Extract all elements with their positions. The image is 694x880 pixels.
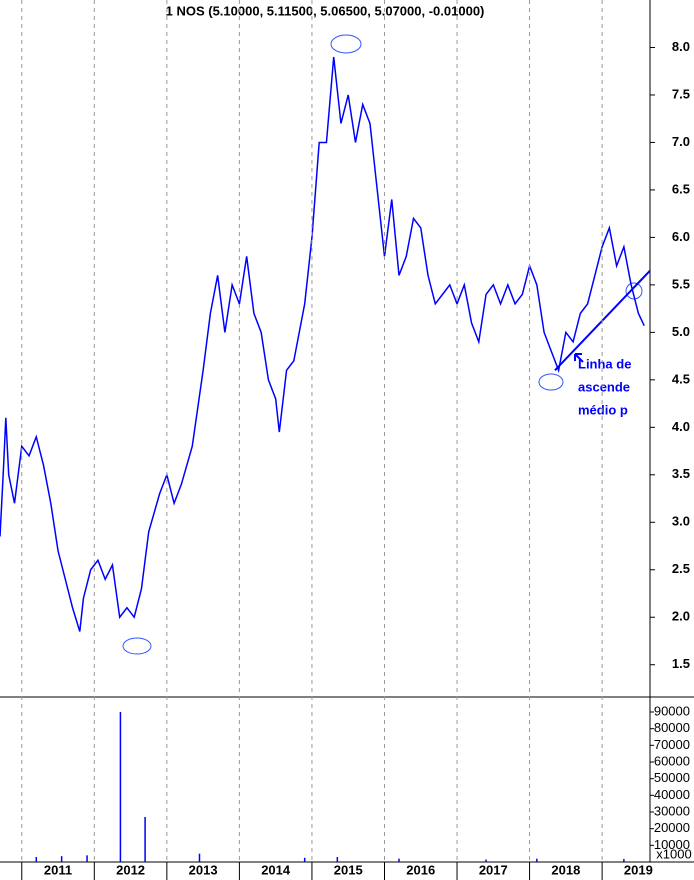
- x-tick-label: 2014: [261, 862, 291, 877]
- volume-bar: [485, 859, 487, 862]
- y-tick-label: 20000: [654, 820, 690, 835]
- bull-icon: [122, 637, 152, 655]
- y-tick-label: 3.5: [672, 466, 690, 481]
- volume-bar: [398, 858, 400, 862]
- y-tick-label: 90000: [654, 703, 690, 718]
- annotation: ascende: [578, 379, 630, 394]
- y-tick-label: 8.0: [672, 39, 690, 54]
- y-tick-label: 60000: [654, 753, 690, 768]
- y-tick-label: 7.5: [672, 86, 690, 101]
- price-line: [0, 56, 645, 632]
- y-tick-label: 7.0: [672, 134, 690, 149]
- y-tick-label: 6.5: [672, 181, 690, 196]
- x-tick-label: 2015: [334, 862, 363, 877]
- y-tick-label: 5.0: [672, 324, 690, 339]
- annotation: médio p: [578, 402, 628, 417]
- volume-bar: [536, 858, 538, 862]
- volume-bar: [60, 856, 63, 862]
- y-tick-label: 40000: [654, 787, 690, 802]
- volume-bar: [198, 853, 201, 862]
- y-tick-label: 80000: [654, 720, 690, 735]
- volume-bar: [623, 859, 625, 862]
- y-tick-label: 4.0: [672, 419, 690, 434]
- y-tick-label: 2.0: [672, 609, 690, 624]
- volume-bar: [35, 857, 38, 862]
- volume-bar: [303, 857, 306, 862]
- x-tick-label: 2018: [551, 862, 580, 877]
- volume-bar: [86, 855, 88, 862]
- x-tick-label: 2011: [44, 862, 72, 877]
- y-tick-label: 3.0: [672, 514, 690, 529]
- unit-label: x1000: [656, 846, 691, 861]
- y-tick-label: 70000: [654, 737, 690, 752]
- y-tick-label: 30000: [654, 803, 690, 818]
- y-tick-label: 5.5: [672, 276, 690, 291]
- y-tick-label: 10000: [654, 837, 690, 852]
- x-tick-label: 2012: [116, 862, 145, 877]
- volume-bar: [336, 857, 339, 862]
- bull-icon: [538, 373, 564, 391]
- y-tick-label: 50000: [654, 770, 690, 785]
- chart-title: 1 NOS (5.10000, 5.11500, 5.06500, 5.0700…: [166, 3, 485, 18]
- volume-bar: [144, 817, 146, 862]
- x-tick-label: 2013: [189, 862, 218, 877]
- y-tick-label: 4.5: [672, 371, 690, 386]
- icons: [122, 34, 643, 655]
- x-tick-label: 2017: [479, 862, 508, 877]
- x-tick-label: 2019: [624, 862, 653, 877]
- y-tick-label: 1.5: [672, 656, 690, 671]
- arrow: [574, 353, 584, 363]
- y-tick-label: 2.5: [672, 561, 690, 576]
- bear-icon: [330, 34, 362, 54]
- y-tick-label: 6.0: [672, 229, 690, 244]
- x-tick-label: 2016: [406, 862, 435, 877]
- annotation: Linha de: [578, 356, 631, 371]
- volume-bar: [119, 712, 122, 862]
